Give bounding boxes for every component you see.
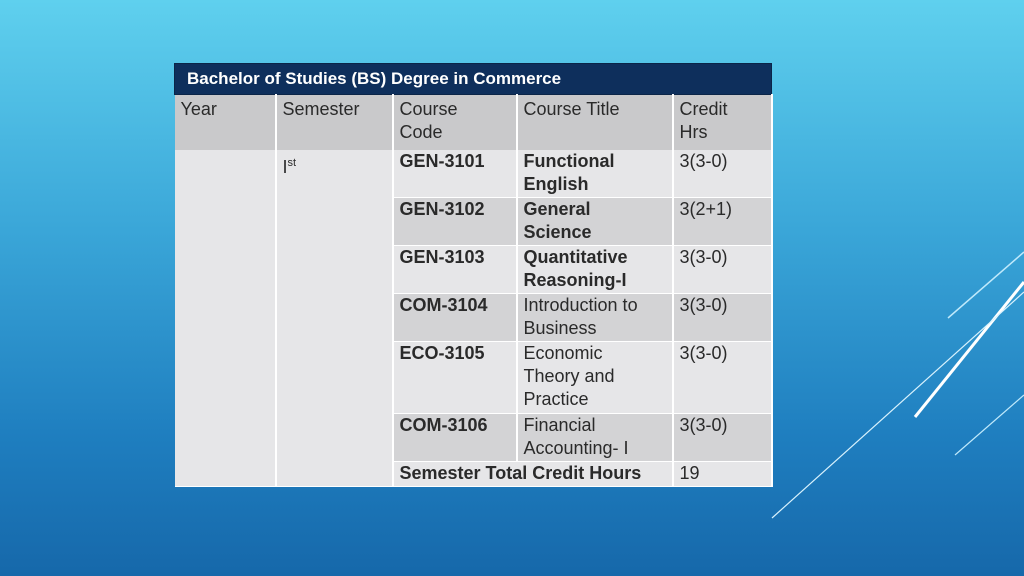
course-code: GEN-3101	[392, 150, 518, 198]
table-title: Bachelor of Studies (BS) Degree in Comme…	[173, 63, 773, 95]
total-value: 19	[672, 461, 773, 487]
course-code: GEN-3102	[392, 197, 518, 246]
year-cell	[174, 150, 277, 487]
header-credit-hrs: Credit Hrs	[672, 94, 773, 150]
semester-label: I	[282, 157, 288, 177]
header-year: Year	[174, 94, 277, 150]
semester-cell: Ist	[275, 150, 394, 487]
table-row: GEN-3103 Quantitative Reasoning-I 3(3-0)	[175, 245, 773, 294]
credit-hrs: 3(3-0)	[672, 341, 773, 414]
header-course-code: Course Code	[392, 94, 518, 150]
course-title: Financial Accounting- I	[516, 413, 674, 462]
course-title: General Science	[516, 197, 674, 246]
credit-hrs: 3(2+1)	[672, 197, 773, 246]
course-table: Bachelor of Studies (BS) Degree in Comme…	[173, 63, 773, 487]
course-title: Functional English	[516, 150, 674, 198]
course-code: GEN-3103	[392, 245, 518, 294]
table-row: Ist GEN-3101 Functional English 3(3-0)	[174, 150, 773, 487]
table-row: COM-3104 Introduction to Business 3(3-0)	[175, 293, 773, 342]
course-title: Economic Theory and Practice	[516, 341, 674, 414]
credit-hrs: 3(3-0)	[672, 245, 773, 294]
course-code: COM-3106	[392, 413, 518, 462]
course-code: ECO-3105	[392, 341, 518, 414]
credit-hrs: 3(3-0)	[672, 293, 773, 342]
table-header-row: Year Semester Course Code Course Title Cr…	[174, 94, 773, 150]
table-row: COM-3106 Financial Accounting- I 3(3-0)	[175, 413, 773, 462]
header-semester: Semester	[275, 94, 394, 150]
total-label: Semester Total Credit Hours	[392, 461, 674, 487]
credit-hrs: 3(3-0)	[672, 150, 773, 198]
header-course-title: Course Title	[516, 94, 674, 150]
table-row: ECO-3105 Economic Theory and Practice 3(3-…	[175, 341, 773, 414]
course-title: Introduction to Business	[516, 293, 674, 342]
course-title: Quantitative Reasoning-I	[516, 245, 674, 294]
total-row: Semester Total Credit Hours 19	[175, 461, 773, 487]
table-title-row: Bachelor of Studies (BS) Degree in Comme…	[173, 63, 773, 95]
course-code: COM-3104	[392, 293, 518, 342]
semester-sup: st	[287, 157, 297, 169]
credit-hrs: 3(3-0)	[672, 413, 773, 462]
table-row: GEN-3102 General Science 3(2+1)	[175, 197, 773, 246]
